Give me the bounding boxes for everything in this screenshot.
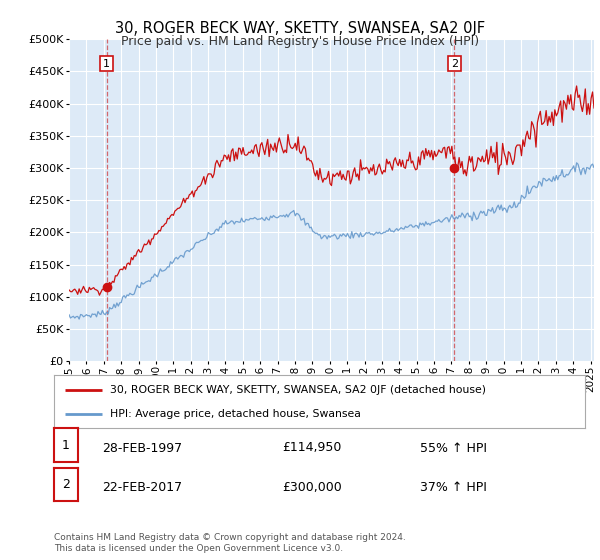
Text: £300,000: £300,000 [282,480,342,494]
Text: Price paid vs. HM Land Registry's House Price Index (HPI): Price paid vs. HM Land Registry's House … [121,35,479,48]
Text: HPI: Average price, detached house, Swansea: HPI: Average price, detached house, Swan… [110,409,361,419]
Text: 2: 2 [451,59,458,69]
Text: 30, ROGER BECK WAY, SKETTY, SWANSEA, SA2 0JF (detached house): 30, ROGER BECK WAY, SKETTY, SWANSEA, SA2… [110,385,486,395]
Text: 22-FEB-2017: 22-FEB-2017 [102,480,182,494]
Text: 37% ↑ HPI: 37% ↑ HPI [420,480,487,494]
Text: 30, ROGER BECK WAY, SKETTY, SWANSEA, SA2 0JF: 30, ROGER BECK WAY, SKETTY, SWANSEA, SA2… [115,21,485,36]
Text: Contains HM Land Registry data © Crown copyright and database right 2024.
This d: Contains HM Land Registry data © Crown c… [54,533,406,553]
Text: 28-FEB-1997: 28-FEB-1997 [102,441,182,455]
Text: 1: 1 [103,59,110,69]
Text: 55% ↑ HPI: 55% ↑ HPI [420,441,487,455]
Text: 1: 1 [62,438,70,452]
Text: 2: 2 [62,478,70,491]
Text: £114,950: £114,950 [282,441,341,455]
